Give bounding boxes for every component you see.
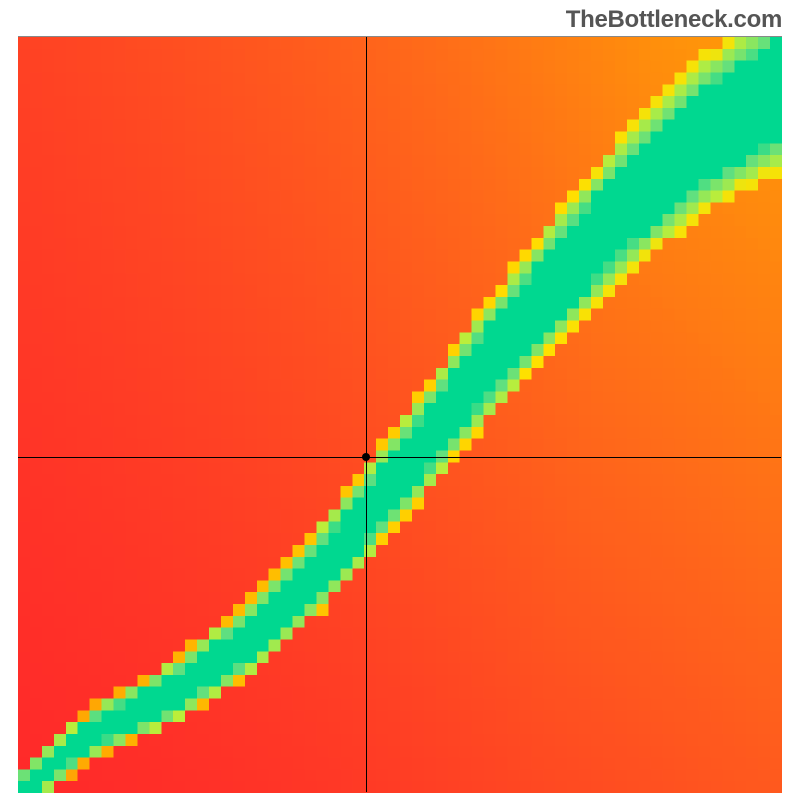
crosshair-marker (362, 453, 370, 461)
heatmap-plot (18, 36, 782, 792)
chart-container: TheBottleneck.com (0, 0, 800, 800)
crosshair-horizontal (18, 457, 781, 458)
heatmap-canvas (18, 37, 782, 793)
crosshair-vertical (366, 37, 367, 792)
watermark-text: TheBottleneck.com (566, 6, 782, 34)
